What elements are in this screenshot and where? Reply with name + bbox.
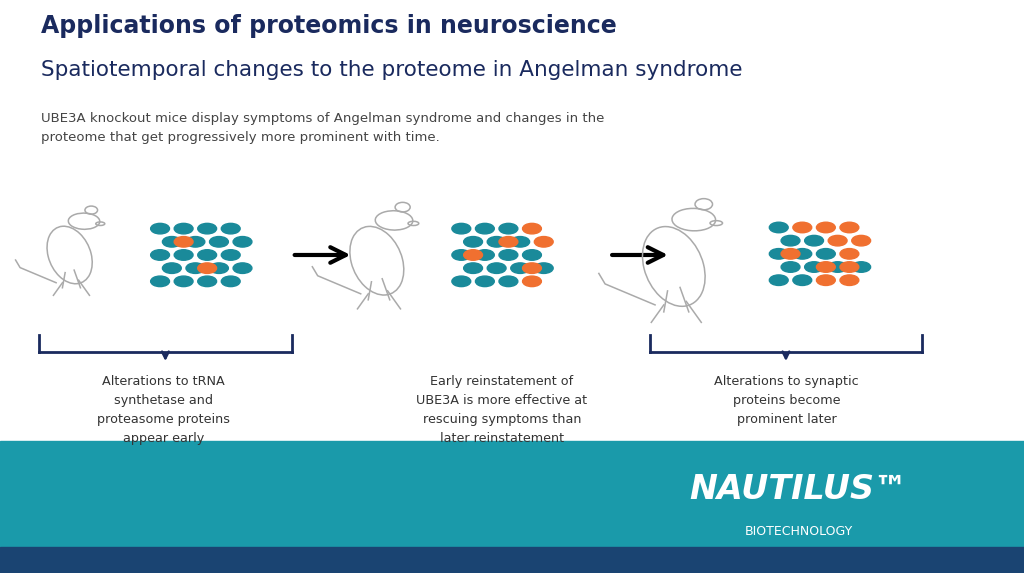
Circle shape [198, 250, 217, 260]
Circle shape [210, 237, 228, 247]
Circle shape [816, 275, 836, 285]
Circle shape [475, 276, 495, 286]
Circle shape [816, 222, 836, 233]
Circle shape [793, 222, 812, 233]
Circle shape [852, 262, 870, 272]
Circle shape [464, 237, 482, 247]
Circle shape [535, 263, 553, 273]
Circle shape [499, 276, 518, 286]
Text: Spatiotemporal changes to the proteome in Angelman syndrome: Spatiotemporal changes to the proteome i… [41, 60, 742, 80]
Text: Applications of proteomics in neuroscience: Applications of proteomics in neuroscien… [41, 14, 616, 38]
Circle shape [781, 236, 800, 246]
Circle shape [840, 249, 859, 259]
Circle shape [793, 275, 812, 285]
Circle shape [816, 249, 836, 259]
Circle shape [522, 276, 542, 286]
Circle shape [221, 276, 241, 286]
Circle shape [151, 276, 170, 286]
Circle shape [198, 263, 217, 273]
Circle shape [535, 237, 553, 247]
Circle shape [464, 250, 482, 260]
Circle shape [816, 262, 836, 272]
Circle shape [781, 249, 800, 259]
Circle shape [487, 263, 506, 273]
Circle shape [452, 250, 471, 260]
Circle shape [487, 237, 506, 247]
Text: NAUTILUS™: NAUTILUS™ [689, 473, 908, 507]
Circle shape [452, 223, 471, 234]
Circle shape [522, 263, 542, 273]
Text: Early reinstatement of
UBE3A is more effective at
rescuing symptoms than
later r: Early reinstatement of UBE3A is more eff… [416, 375, 588, 445]
Text: Alterations to tRNA
synthetase and
proteasome proteins
appear early: Alterations to tRNA synthetase and prote… [97, 375, 230, 445]
Circle shape [464, 263, 482, 273]
Circle shape [186, 263, 205, 273]
Bar [0, 547, 1024, 573]
Text: UBE3A knockout mice display symptoms of Angelman syndrome and changes in the
pro: UBE3A knockout mice display symptoms of … [41, 112, 604, 144]
Circle shape [828, 236, 847, 246]
Text: Alterations to synaptic
proteins become
prominent later: Alterations to synaptic proteins become … [714, 375, 859, 426]
Bar [0, 441, 1024, 573]
Circle shape [221, 250, 241, 260]
Circle shape [163, 263, 181, 273]
Circle shape [174, 237, 194, 247]
Circle shape [151, 250, 170, 260]
Circle shape [522, 250, 542, 260]
Circle shape [840, 275, 859, 285]
Circle shape [233, 237, 252, 247]
Circle shape [769, 222, 788, 233]
Circle shape [174, 276, 194, 286]
Circle shape [499, 237, 518, 247]
Circle shape [475, 223, 495, 234]
Circle shape [511, 237, 529, 247]
Circle shape [475, 250, 495, 260]
Circle shape [840, 222, 859, 233]
Text: BIOTECHNOLOGY: BIOTECHNOLOGY [744, 525, 853, 538]
Circle shape [198, 223, 217, 234]
Circle shape [781, 262, 800, 272]
Circle shape [452, 276, 471, 286]
Circle shape [151, 223, 170, 234]
Circle shape [174, 223, 194, 234]
Circle shape [163, 237, 181, 247]
Circle shape [233, 263, 252, 273]
Circle shape [210, 263, 228, 273]
Circle shape [499, 250, 518, 260]
Circle shape [769, 275, 788, 285]
Circle shape [221, 223, 241, 234]
Circle shape [499, 223, 518, 234]
Circle shape [805, 236, 823, 246]
Circle shape [511, 263, 529, 273]
Circle shape [793, 249, 812, 259]
Circle shape [769, 249, 788, 259]
Circle shape [852, 236, 870, 246]
Circle shape [840, 262, 859, 272]
Circle shape [198, 276, 217, 286]
Circle shape [828, 262, 847, 272]
Circle shape [174, 250, 194, 260]
Circle shape [186, 237, 205, 247]
Circle shape [805, 262, 823, 272]
Circle shape [522, 223, 542, 234]
